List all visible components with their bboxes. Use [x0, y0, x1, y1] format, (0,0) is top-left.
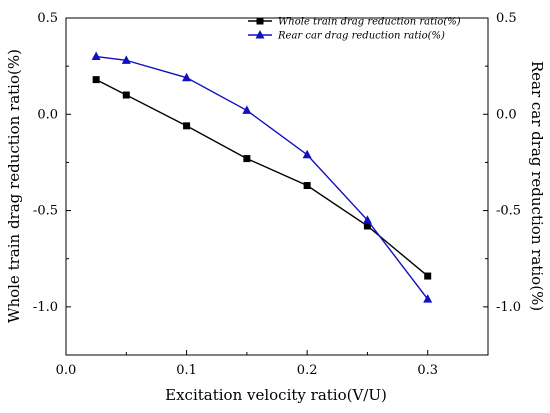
- legend-label: Rear car drag reduction ratio(%): [277, 31, 445, 42]
- data-point: [242, 105, 252, 114]
- series-line: [96, 55, 429, 300]
- data-point: [243, 155, 251, 163]
- y-left-tick-label: 0.0: [37, 107, 58, 122]
- x-tick-label: 0.1: [176, 363, 197, 378]
- data-point: [423, 294, 433, 303]
- x-tick-label: 0.2: [297, 363, 318, 378]
- data-point: [92, 76, 100, 84]
- data-point: [302, 149, 312, 159]
- y-left-tick-label: -0.5: [33, 204, 58, 219]
- legend-marker: [256, 17, 264, 25]
- data-point: [182, 72, 192, 82]
- y-right-tick-label: -1.0: [496, 300, 521, 315]
- x-axis-label: Excitation velocity ratio(V/U): [165, 386, 387, 404]
- data-point: [362, 215, 372, 224]
- data-point: [363, 222, 371, 230]
- data-point: [121, 55, 131, 64]
- legend-item-1: Whole train drag reduction ratio(%): [248, 17, 461, 28]
- series-line: [95, 78, 429, 277]
- data-point: [122, 91, 130, 99]
- x-tick-label: 0.0: [56, 363, 77, 378]
- y-left-tick-label: -1.0: [33, 300, 58, 315]
- data-point: [91, 51, 101, 61]
- y-right-tick-label: -0.5: [496, 204, 521, 219]
- series-2: [91, 51, 433, 303]
- legend-marker: [255, 30, 265, 39]
- legend-item-2: Rear car drag reduction ratio(%): [248, 30, 445, 42]
- data-point: [183, 122, 191, 130]
- x-tick-label: 0.3: [417, 363, 438, 378]
- data-point: [424, 272, 432, 280]
- legend-label: Whole train drag reduction ratio(%): [278, 17, 461, 28]
- y-left-tick-label: 0.5: [37, 11, 58, 26]
- y-axis-left-label: Whole train drag reduction ratio(%): [5, 49, 23, 323]
- plot-frame: [65, 17, 489, 356]
- series-1: [92, 76, 432, 280]
- y-right-tick-label: 0.0: [496, 107, 517, 122]
- y-axis-right-label: Rear car drag reduction ratio(%): [528, 61, 546, 311]
- y-right-tick-label: 0.5: [496, 11, 517, 26]
- data-point: [303, 182, 311, 190]
